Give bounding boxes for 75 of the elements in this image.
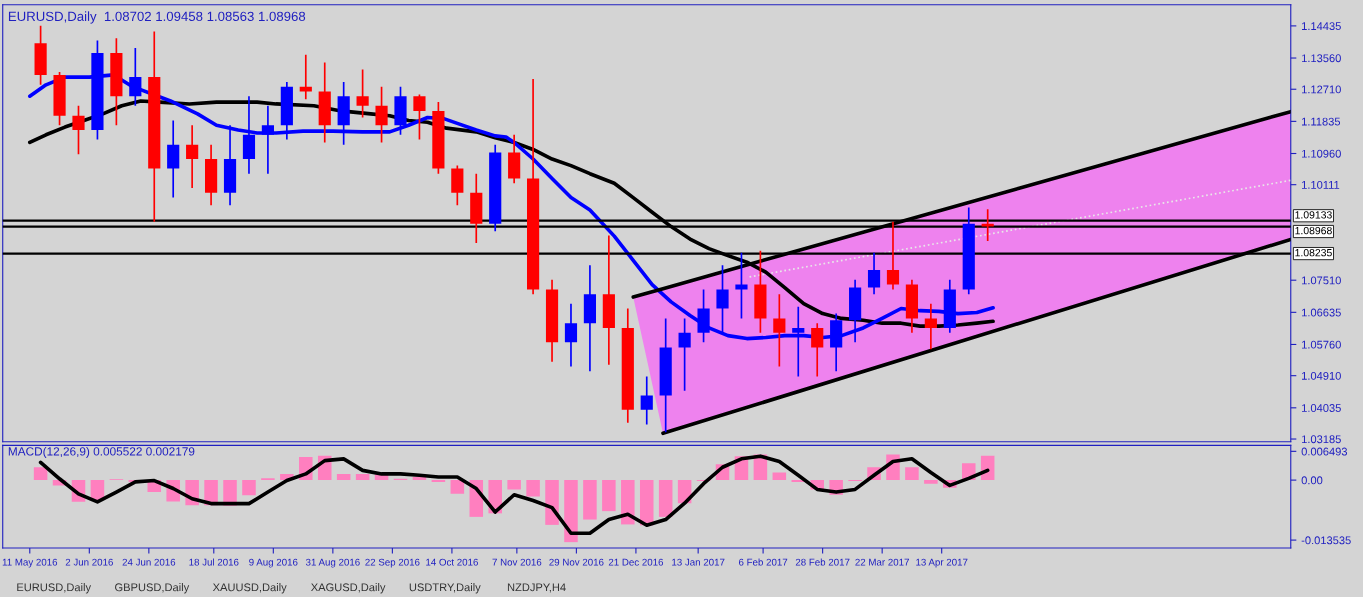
x-tick-label: 22 Sep 2016 [365, 558, 420, 568]
y-tick-label: 1.10960 [1302, 149, 1341, 158]
candlestick [735, 251, 748, 320]
candlestick [356, 68, 369, 119]
y-tick-label: 1.03185 [1302, 435, 1341, 444]
bar [621, 480, 635, 525]
bar [242, 480, 256, 496]
x-tick-label: 28 Feb 2017 [795, 558, 850, 566]
x-tick-label: 29 Nov 2016 [549, 558, 604, 566]
bar [336, 473, 351, 481]
bar [450, 480, 465, 494]
y-tick-label: 1.05760 [1302, 340, 1341, 349]
x-tick-label: 2 Jun 2016 [65, 558, 113, 566]
candlestick [72, 104, 85, 156]
bar [602, 480, 616, 512]
ref-line-label: 1.08235 [1295, 248, 1332, 257]
candlestick [924, 302, 937, 351]
candlestick [186, 124, 199, 189]
candlestick [640, 375, 653, 426]
bar [564, 480, 578, 543]
bar [905, 467, 919, 481]
candlestick [413, 93, 426, 141]
bar [583, 480, 597, 520]
text: NZDJPY,H4 [507, 583, 566, 593]
y-tick-label: 1.12710 [1302, 85, 1341, 94]
x-tick-label: 14 Oct 2016 [426, 558, 478, 566]
candlestick [564, 302, 578, 368]
x-tick-label: 21 Dec 2016 [608, 558, 664, 566]
y-tick-label: 1.11835 [1302, 117, 1341, 126]
text: EURUSD,Daily [17, 583, 92, 594]
bar [33, 467, 48, 481]
bar [924, 480, 938, 484]
y-tick-label: 1.04910 [1302, 371, 1341, 380]
x-tick-label: 7 Nov 2016 [492, 558, 542, 566]
x-tick-label: 22 Mar 2017 [855, 558, 909, 566]
x-tick-label: 9 Aug 2016 [249, 558, 298, 568]
x-tick-label: 13 Jan 2017 [672, 558, 725, 566]
ref-line-label: 1.09133 [1295, 211, 1332, 219]
bar [639, 480, 654, 526]
candlestick [981, 208, 994, 242]
x-tick-label: 6 Feb 2017 [739, 558, 788, 566]
bar [507, 480, 521, 490]
candlestick [261, 104, 274, 175]
text: XAGUSD,Daily [311, 583, 386, 594]
chart-title: EURUSD,Daily 1.08702 1.09458 1.08563 1.08968 [8, 11, 306, 24]
y-tick-label: 1.14435 [1302, 22, 1341, 31]
y-tick-label: 0.006493 [1301, 447, 1348, 456]
y-tick-label: 0.00 [1301, 476, 1323, 485]
candlestick [867, 251, 881, 295]
x-tick-label: 11 May 2016 [2, 558, 58, 568]
candlestick [375, 85, 388, 144]
text: GBPUSD,Daily [115, 583, 190, 594]
candlestick [678, 317, 691, 392]
candlestick [167, 119, 180, 199]
bar [658, 480, 673, 517]
ref-line-label: 1.08968 [1295, 226, 1332, 235]
x-tick-label: 24 Jun 2016 [122, 558, 176, 566]
y-tick-label: 1.10111 [1302, 180, 1340, 189]
candlestick [716, 264, 729, 334]
candlestick [773, 293, 786, 368]
x-tick-label: 31 Aug 2016 [305, 558, 360, 568]
chart-title: MACD(12,26,9) 0.005522 0.002179 [8, 446, 195, 458]
bar [526, 480, 540, 497]
y-tick-label: 1.04035 [1302, 404, 1341, 412]
bar [355, 473, 370, 481]
candlestick [886, 220, 900, 291]
y-tick-label: -0.013535 [1301, 536, 1351, 545]
y-tick-label: 1.07510 [1302, 276, 1341, 285]
candlestick [811, 322, 824, 378]
y-tick-label: 1.13560 [1302, 54, 1341, 63]
x-tick-label: 13 Apr 2017 [916, 558, 968, 568]
text: XAUUSD,Daily [212, 583, 287, 594]
text: USDTRY,Daily [409, 583, 481, 594]
x-tick-label: 18 Jul 2016 [189, 558, 239, 566]
y-tick-label: 1.06635 [1302, 308, 1341, 317]
